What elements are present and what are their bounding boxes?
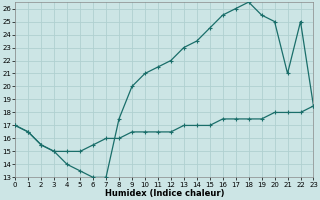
X-axis label: Humidex (Indice chaleur): Humidex (Indice chaleur) bbox=[105, 189, 224, 198]
